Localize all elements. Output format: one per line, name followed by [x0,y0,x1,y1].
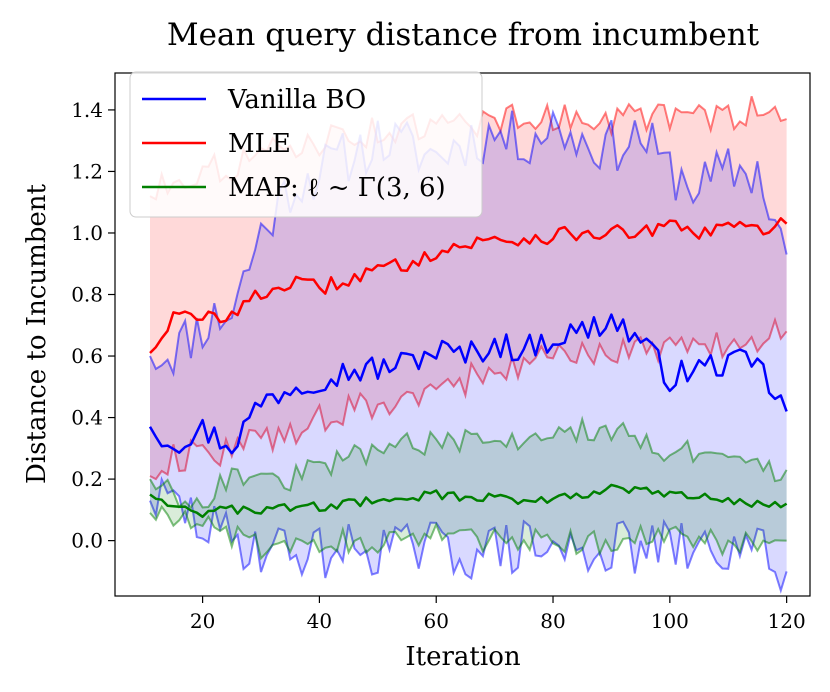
series-lines [148,217,788,519]
band-upper-map [149,415,788,510]
x-tick-label: 80 [540,609,565,633]
legend-box [129,71,483,218]
x-tick-label: 120 [768,609,806,633]
x-tick-label: 40 [307,609,332,633]
legend-label-vanilla-bo: Vanilla BO [227,85,366,115]
legend-label-mle: MLE [228,129,291,159]
legend-label-map: MAP: ℓ ~ Γ(3, 6) [228,173,446,203]
y-tick-label: 1.2 [71,159,103,183]
legend: Vanilla BO MLE MAP: ℓ ~ Γ(3, 6) [129,71,483,218]
x-tick-label: 20 [190,609,215,633]
y-axis-label: Distance to Incumbent [22,183,52,484]
band-fill-map [150,419,787,559]
y-tick-label: 1.0 [71,221,103,245]
y-tick-label: 0.8 [71,283,103,307]
y-tick-label: 0.0 [71,529,103,553]
chart-title: Mean query distance from incumbent [167,17,760,53]
y-tick-label: 0.6 [71,344,103,368]
series-line-map [149,483,788,519]
y-tick-label: 1.4 [71,98,103,122]
band-lower-map [149,504,787,561]
series-line-mle [149,217,788,354]
series-line-vanilla-bo [148,313,788,455]
x-axis-label: Iteration [405,642,520,672]
band-lower-mle [149,316,788,481]
x-tick-label: 100 [651,609,689,633]
y-axis-ticks: 0.0 0.2 0.4 0.6 0.8 1.0 1.2 1.4 [71,98,115,553]
y-tick-label: 0.2 [71,467,103,491]
x-tick-label: 60 [423,609,448,633]
y-tick-label: 0.4 [71,406,103,430]
x-axis-ticks: 20 40 60 80 100 120 [190,596,806,633]
